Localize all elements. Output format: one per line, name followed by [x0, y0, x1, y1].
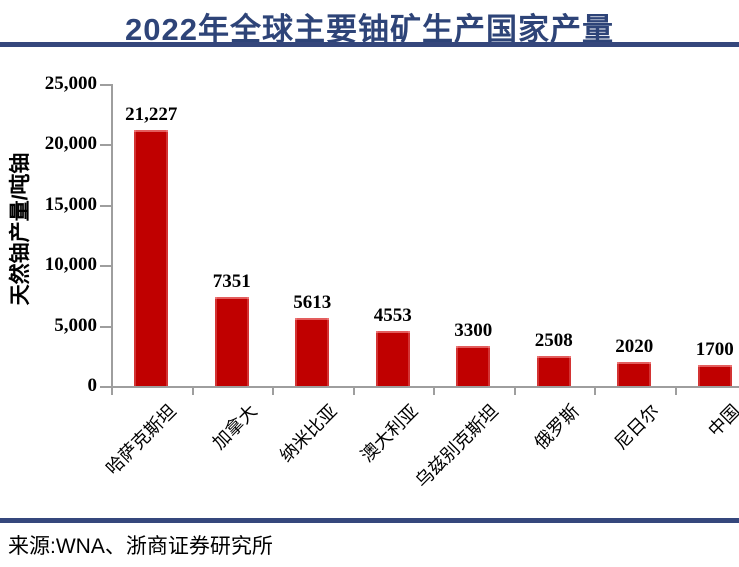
y-tick	[100, 84, 111, 86]
source-note: 来源:WNA、浙商证券研究所	[8, 535, 273, 558]
x-tick	[513, 388, 516, 395]
bar	[214, 297, 249, 386]
x-axis-line	[111, 386, 739, 388]
bar	[617, 362, 652, 386]
y-tick-label: 25,000	[44, 73, 97, 94]
x-category-label: 澳大利亚	[356, 400, 422, 466]
x-category-label: 乌兹别克斯坦	[411, 400, 503, 492]
y-tick	[100, 325, 111, 328]
x-category-label: 纳米比亚	[276, 400, 342, 466]
bar-value-label: 4553	[373, 305, 412, 326]
x-tick	[594, 388, 596, 395]
x-category-label: 中国	[704, 400, 739, 441]
x-tick	[352, 388, 355, 395]
chart-title: 2022年全球主要铀矿生产国家产量	[125, 12, 614, 47]
x-category-label: 俄罗斯	[530, 400, 583, 454]
bar	[295, 318, 330, 386]
y-tick-label: 5,000	[54, 314, 97, 336]
y-tick-label: 10,000	[44, 254, 97, 276]
y-tick-label: 20,000	[44, 133, 97, 155]
bar-value-label: 21,227	[125, 104, 178, 125]
y-tick	[100, 144, 111, 147]
bar	[134, 130, 169, 386]
x-category-label: 加拿大	[208, 400, 261, 454]
bar-value-label: 1700	[695, 339, 734, 360]
x-tick	[111, 388, 113, 395]
bar-value-label: 5613	[293, 292, 332, 313]
y-tick	[100, 386, 111, 388]
bar-chart: 天然铀产量/吨铀 0 5,000 10,000 15,000 20,000 25,000 2…	[0, 48, 739, 518]
bar-value-label: 7351	[212, 271, 251, 292]
y-tick	[100, 204, 111, 207]
bar-value-label: 3300	[454, 320, 493, 341]
x-tick	[191, 388, 194, 395]
bar-value-label: 2508	[534, 330, 573, 351]
y-tick	[100, 265, 111, 268]
top-divider	[0, 42, 739, 47]
y-axis-line	[111, 84, 113, 388]
bar-value-label: 2020	[615, 336, 654, 357]
x-tick	[272, 388, 274, 395]
bottom-divider	[0, 518, 739, 523]
bar	[697, 365, 732, 386]
y-tick-label: 15,000	[44, 193, 97, 215]
x-tick	[433, 388, 435, 395]
bar	[456, 346, 491, 386]
x-tick	[674, 388, 677, 395]
bar	[375, 331, 410, 386]
x-category-label: 哈萨克斯坦	[102, 400, 181, 479]
bar	[536, 356, 571, 386]
y-tick-label: 0	[87, 375, 98, 396]
x-category-label: 尼日尔	[610, 400, 664, 454]
